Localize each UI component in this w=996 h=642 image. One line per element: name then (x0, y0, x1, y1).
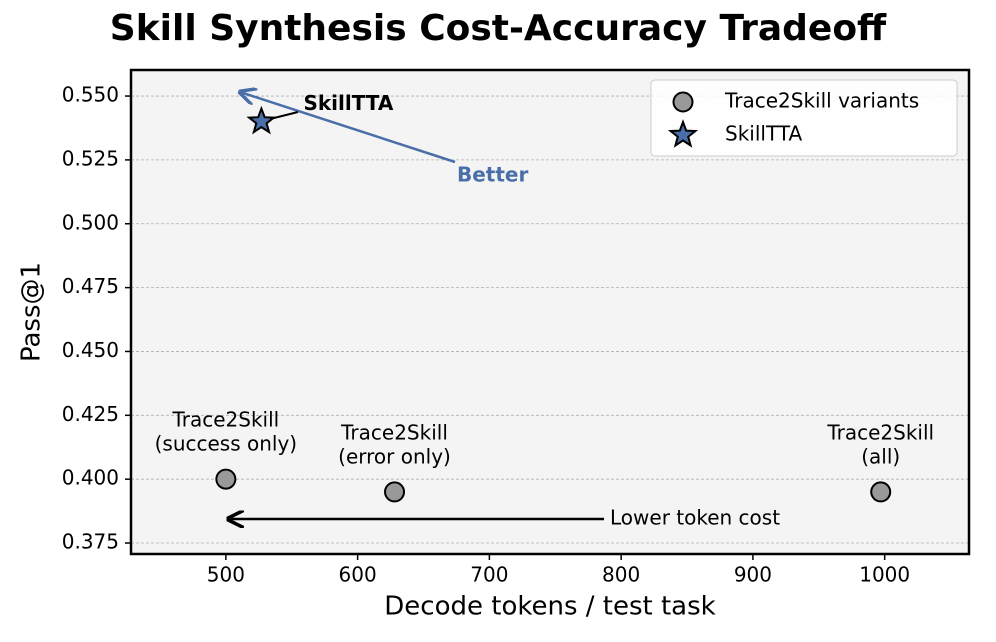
y-tick-label: 0.550 (62, 83, 119, 107)
cost-annotation: Lower token cost (610, 506, 780, 530)
x-tick-label: 700 (470, 563, 508, 587)
y-axis-label: Pass@1 (17, 262, 47, 362)
y-tick-label: 0.375 (62, 530, 119, 554)
legend-label: SkillTTA (725, 122, 802, 146)
circle-marker (384, 481, 406, 503)
skilltta-pointer (269, 111, 299, 120)
x-tick-label: 800 (602, 563, 640, 587)
legend-box (650, 79, 958, 157)
circle-marker (870, 481, 892, 503)
y-tick-label: 0.500 (62, 210, 119, 234)
point-label: (success only) (155, 432, 298, 456)
point-label: Trace2Skill (340, 420, 448, 444)
better-annotation: Better (457, 163, 528, 187)
point-label: Trace2Skill (826, 420, 934, 444)
x-axis-label: Decode tokens / test task (384, 592, 715, 622)
x-tick-label: 900 (734, 563, 772, 587)
y-tick-label: 0.475 (62, 274, 119, 298)
legend-label: Trace2Skill variants (724, 89, 919, 113)
point-label: SkillTTA (303, 91, 393, 115)
point-label: Trace2Skill (172, 408, 280, 432)
x-tick-label: 600 (339, 563, 377, 587)
y-tick-label: 0.425 (62, 402, 119, 426)
x-tick-label: 500 (207, 563, 245, 587)
point-label: (all) (861, 444, 900, 468)
x-tick-label: 1000 (859, 563, 910, 587)
y-tick-label: 0.400 (62, 466, 119, 490)
point-label: (error only) (338, 444, 451, 468)
plot-frame (129, 68, 971, 556)
legend-marker (667, 119, 699, 148)
chart-title: Skill Synthesis Cost-Accuracy Tradeoff (110, 8, 887, 49)
circle-marker (215, 468, 237, 490)
y-tick-label: 0.525 (62, 146, 119, 170)
y-tick-label: 0.450 (62, 338, 119, 362)
star-marker (246, 105, 277, 135)
better-arrow (240, 92, 456, 164)
legend-marker (672, 91, 694, 113)
